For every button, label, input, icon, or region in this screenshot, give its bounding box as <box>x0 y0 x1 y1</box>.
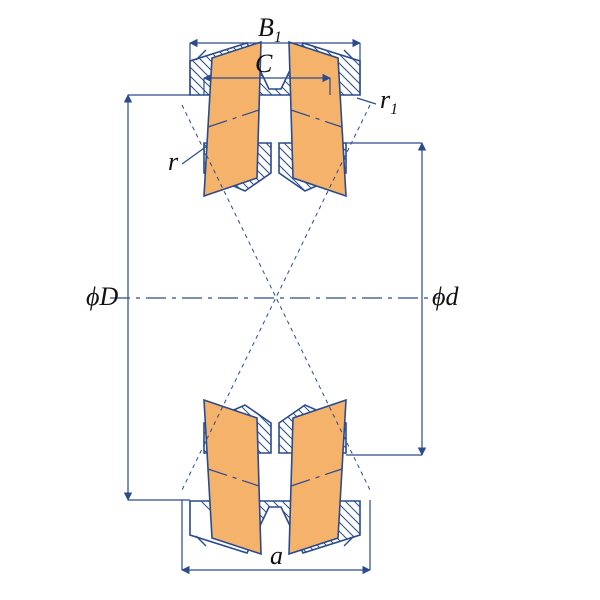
label-B1: B1 <box>258 13 282 46</box>
dimension-labels: B1 C r1 r ϕD ϕd a <box>86 13 459 570</box>
dimension-lines <box>128 43 422 570</box>
bearing-diagram: B1 C r1 r ϕD ϕd a <box>0 0 600 600</box>
label-r: r <box>168 147 179 176</box>
label-C: C <box>255 49 273 78</box>
label-r1: r1 <box>380 85 398 118</box>
label-phid: ϕd <box>432 282 459 311</box>
label-a: a <box>270 541 283 570</box>
label-phiD: ϕD <box>86 282 118 311</box>
